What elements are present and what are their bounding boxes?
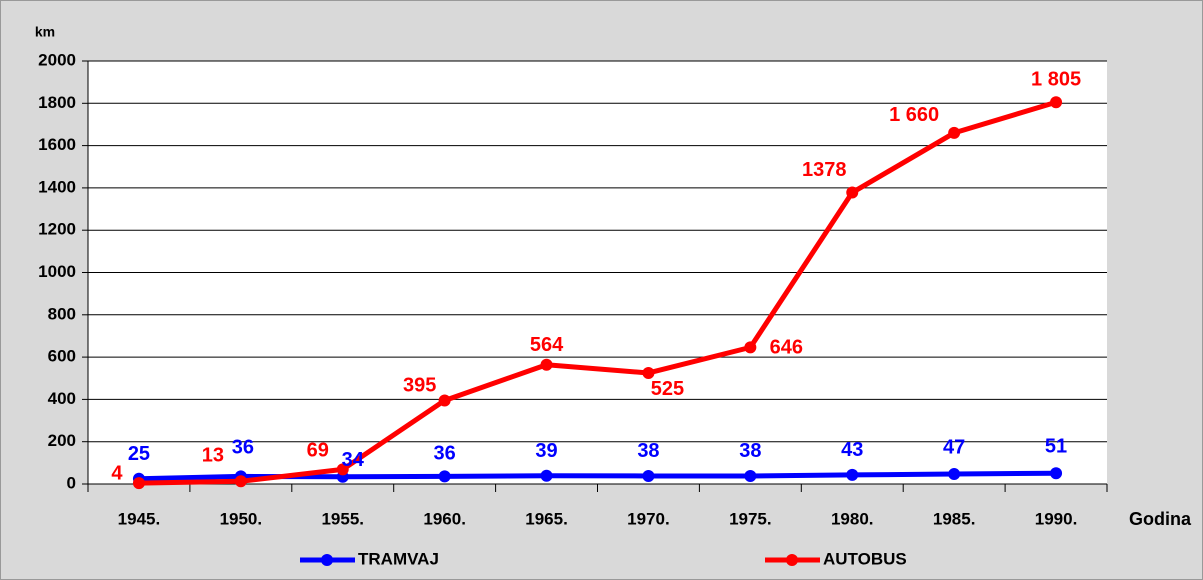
data-point xyxy=(438,470,451,483)
data-point xyxy=(234,475,247,488)
x-tick-label: 1985. xyxy=(933,509,976,528)
value-label: 36 xyxy=(232,437,254,459)
data-point xyxy=(744,341,757,354)
x-tick-label: 1960. xyxy=(423,509,466,528)
legend-marker xyxy=(786,554,798,566)
legend-label: AUTOBUS xyxy=(823,549,907,568)
data-point xyxy=(642,469,655,482)
value-label: 25 xyxy=(128,443,150,465)
value-label: 36 xyxy=(434,443,456,465)
x-axis-label: Godina xyxy=(1129,509,1192,529)
data-point xyxy=(438,394,451,407)
value-label: 47 xyxy=(943,436,965,458)
value-label: 1378 xyxy=(802,159,847,181)
value-label: 13 xyxy=(202,445,224,467)
x-tick-label: 1970. xyxy=(627,509,670,528)
data-point xyxy=(132,477,145,490)
y-tick-label: 0 xyxy=(67,473,76,492)
x-tick-label: 1975. xyxy=(729,509,772,528)
x-tick-label: 1950. xyxy=(220,509,263,528)
value-label: 51 xyxy=(1045,435,1067,457)
value-label: 395 xyxy=(403,375,436,397)
value-label: 1 660 xyxy=(889,104,939,126)
data-point xyxy=(1050,467,1063,480)
y-tick-label: 1400 xyxy=(38,177,76,196)
y-tick-label: 1800 xyxy=(38,93,76,112)
data-point xyxy=(846,186,859,199)
value-label: 39 xyxy=(535,440,557,462)
value-label: 525 xyxy=(651,378,684,400)
y-tick-label: 2000 xyxy=(38,50,76,69)
data-point xyxy=(642,366,655,379)
value-label: 4 xyxy=(111,462,123,484)
value-label: 646 xyxy=(770,337,803,359)
x-tick-label: 1955. xyxy=(321,509,364,528)
value-label: 38 xyxy=(637,440,659,462)
data-point xyxy=(846,468,859,481)
x-tick-label: 1965. xyxy=(525,509,568,528)
value-label: 34 xyxy=(342,449,365,471)
legend-label: TRAMVAJ xyxy=(358,549,439,568)
legend-marker xyxy=(321,554,333,566)
x-tick-label: 1945. xyxy=(118,509,161,528)
x-tick-label: 1980. xyxy=(831,509,874,528)
y-tick-label: 400 xyxy=(48,389,76,408)
data-point xyxy=(744,469,757,482)
data-point xyxy=(540,469,553,482)
value-label: 69 xyxy=(307,440,329,462)
y-axis-label: km xyxy=(35,24,55,40)
data-point xyxy=(336,463,349,476)
y-tick-label: 800 xyxy=(48,304,76,323)
value-label: 43 xyxy=(841,439,863,461)
y-tick-label: 600 xyxy=(48,347,76,366)
y-tick-label: 1000 xyxy=(38,262,76,281)
x-tick-label: 1990. xyxy=(1035,509,1078,528)
data-point xyxy=(948,468,961,481)
value-label: 38 xyxy=(739,440,761,462)
series-line xyxy=(138,99,1057,486)
data-point xyxy=(540,358,553,371)
y-tick-label: 1600 xyxy=(38,135,76,154)
y-tick-label: 1200 xyxy=(38,220,76,239)
value-label: 564 xyxy=(530,334,564,356)
y-tick-label: 200 xyxy=(48,431,76,450)
value-label: 1 805 xyxy=(1031,69,1081,91)
data-point xyxy=(1050,96,1063,109)
data-point xyxy=(948,126,961,139)
